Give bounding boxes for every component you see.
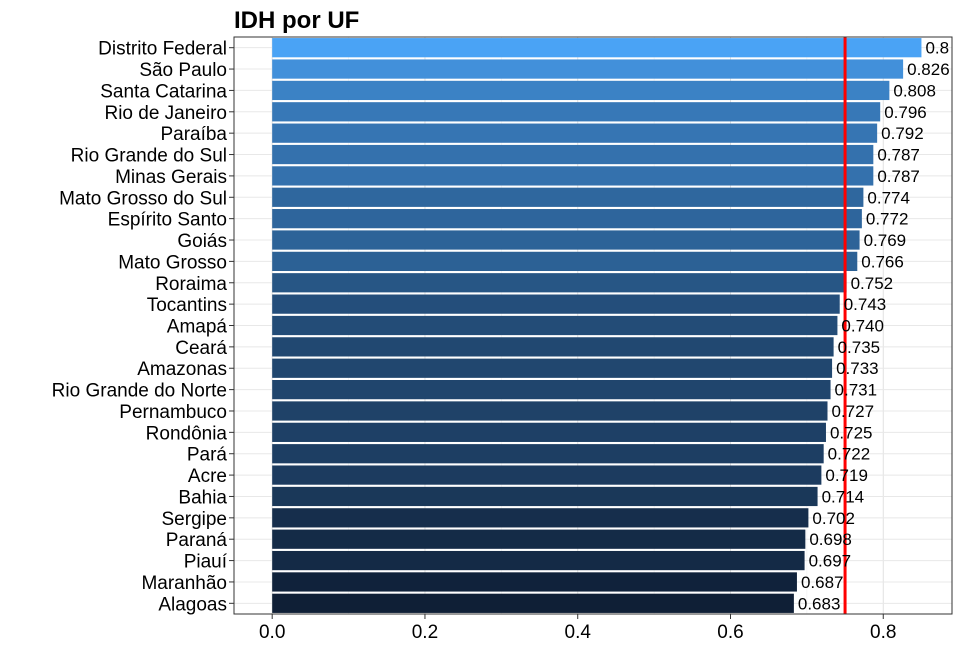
data-label: 0.683	[798, 594, 841, 613]
data-label: 0.774	[867, 188, 910, 207]
bar	[272, 187, 864, 207]
x-tick-label: 0.0	[259, 622, 285, 643]
category-label: Espírito Santo	[108, 210, 227, 231]
bar	[272, 38, 922, 58]
data-label: 0.740	[841, 317, 884, 336]
bar	[272, 166, 874, 186]
data-label: 0.792	[881, 124, 924, 143]
category-label: Maranhão	[141, 573, 227, 594]
category-label: Piauí	[184, 552, 228, 573]
data-label: 0.714	[822, 487, 865, 506]
data-label: 0.735	[838, 338, 881, 357]
data-labels: 0.8 0.826 0.808 0.796 0.792 0.787 0.787 0.774 0.…	[798, 39, 950, 614]
category-label: Minas Gerais	[115, 167, 227, 188]
data-label: 0.719	[825, 466, 868, 485]
category-label: Pará	[187, 445, 228, 466]
category-label: Bahia	[178, 487, 227, 508]
category-label: Amapá	[167, 317, 228, 338]
bar	[272, 59, 904, 79]
x-tick-label: 0.6	[717, 622, 743, 643]
bar	[272, 123, 878, 143]
bar	[272, 294, 840, 314]
data-label: 0.808	[893, 81, 936, 100]
bar	[272, 144, 874, 165]
data-label: 0.697	[809, 552, 852, 571]
bar	[272, 529, 806, 549]
bar	[272, 593, 794, 613]
bar	[272, 379, 831, 400]
category-label: Rio Grande do Norte	[52, 381, 227, 402]
bar	[272, 80, 890, 101]
bar	[272, 508, 809, 528]
data-label: 0.698	[809, 530, 852, 549]
bar	[272, 337, 834, 357]
bar	[272, 422, 826, 442]
data-label: 0.826	[907, 60, 950, 79]
data-label: 0.733	[836, 359, 879, 378]
data-label: 0.8	[925, 39, 949, 58]
category-label: Rio de Janeiro	[104, 103, 227, 124]
data-label: 0.727	[831, 402, 874, 421]
bar	[272, 550, 805, 571]
data-label: 0.769	[864, 231, 907, 250]
data-label: 0.787	[877, 167, 920, 186]
category-label: São Paulo	[139, 60, 227, 81]
bar	[272, 401, 828, 421]
bar	[272, 315, 838, 336]
category-label: Paraná	[166, 530, 228, 551]
x-axis: 0.0 0.2 0.4 0.6 0.8	[259, 614, 896, 643]
data-label: 0.722	[828, 445, 871, 464]
bar	[272, 102, 881, 122]
category-label: Mato Grosso	[118, 252, 227, 273]
category-label: Tocantins	[147, 295, 227, 316]
data-label: 0.743	[844, 295, 887, 314]
data-label: 0.766	[861, 252, 904, 271]
chart-title: IDH por UF	[234, 7, 359, 34]
x-tick-label: 0.8	[870, 622, 896, 643]
category-label: Acre	[188, 466, 227, 487]
data-label: 0.687	[801, 573, 844, 592]
data-label: 0.702	[812, 509, 855, 528]
category-label: Rio Grande do Sul	[71, 146, 227, 167]
category-label: Amazonas	[137, 359, 227, 380]
category-label: Distrito Federal	[98, 39, 227, 60]
bar	[272, 572, 797, 592]
bar	[272, 444, 824, 464]
data-label: 0.796	[884, 103, 927, 122]
category-label: Sergipe	[162, 509, 228, 530]
category-label: Mato Grosso do Sul	[59, 188, 227, 209]
category-label: Roraima	[155, 274, 227, 295]
bar	[272, 358, 833, 378]
data-label: 0.731	[835, 381, 878, 400]
category-label: Pernambuco	[119, 402, 227, 423]
x-tick-label: 0.4	[565, 622, 592, 643]
bar	[272, 486, 818, 507]
data-label: 0.725	[830, 423, 873, 442]
bar	[272, 209, 862, 229]
category-label: Rondônia	[146, 423, 228, 444]
data-label: 0.752	[851, 274, 894, 293]
bar	[272, 230, 860, 250]
bars	[272, 38, 922, 613]
category-label: Ceará	[175, 338, 227, 359]
category-label: Paraíba	[160, 124, 227, 145]
bar	[272, 273, 847, 293]
category-label: Goiás	[177, 231, 227, 252]
category-label: Santa Catarina	[100, 81, 227, 102]
bar	[272, 251, 858, 272]
x-tick-label: 0.2	[412, 622, 438, 643]
bar	[272, 465, 822, 485]
data-label: 0.772	[866, 210, 909, 229]
category-label: Alagoas	[158, 594, 227, 615]
data-label: 0.787	[877, 146, 920, 165]
